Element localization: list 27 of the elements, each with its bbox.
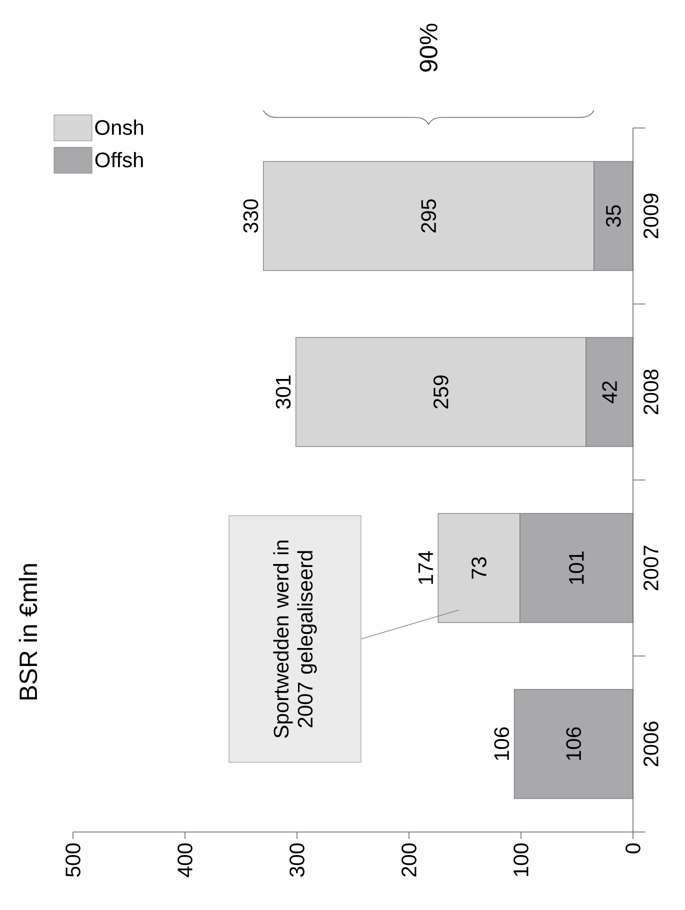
total-label: 174	[418, 551, 433, 584]
annotation: Sportwedden werd in 2007 gelegaliseerd	[273, 540, 317, 738]
data-label: 73	[472, 557, 486, 579]
y-tick-label: 2009	[644, 194, 658, 238]
bar	[514, 689, 634, 799]
x-tick-label: 500	[66, 843, 80, 877]
data-label: 35	[606, 205, 621, 227]
x-tick-label: 300	[290, 843, 304, 877]
data-label: 106	[566, 727, 582, 760]
legend-label: Offsh	[95, 152, 143, 168]
data-label: 101	[568, 552, 584, 584]
y-tick-label: 2007	[644, 546, 658, 590]
x-tick-label: 400	[178, 843, 192, 878]
legend-label: Onsh	[95, 120, 144, 135]
total-label: 330	[243, 199, 258, 233]
y-tick-label: 2008	[644, 370, 658, 414]
total-label: 106	[494, 727, 510, 760]
total-label: 301	[276, 376, 291, 409]
data-label: 259	[433, 375, 448, 408]
y-tick-label: 2006	[644, 722, 658, 766]
text: BSR in €mln	[18, 564, 38, 700]
x-tick-label: 100	[514, 843, 528, 876]
data-label: 42	[602, 381, 617, 404]
text: 90%	[420, 24, 438, 72]
x-tick-label: 200	[402, 843, 416, 877]
data-label: 295	[421, 199, 436, 232]
x-tick-label: 0	[626, 843, 640, 854]
